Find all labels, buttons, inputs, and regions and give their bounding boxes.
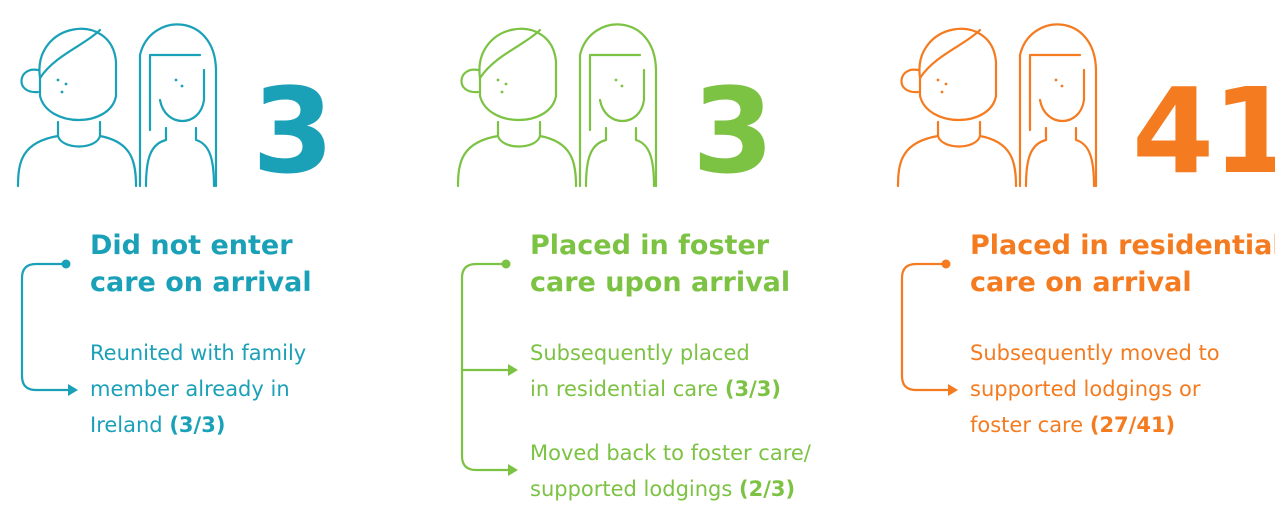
outcome-text: in residential care <box>530 377 719 401</box>
freckle <box>56 78 60 82</box>
arrow-head <box>508 364 518 376</box>
connector <box>460 262 512 472</box>
hair <box>918 28 982 80</box>
hair <box>38 28 102 80</box>
hair-long <box>1018 23 1098 188</box>
freckle <box>496 78 500 82</box>
column: 3 Placed in foster care upon arrival Subseq… <box>440 0 860 509</box>
freckle <box>620 84 624 88</box>
outcome-text: Moved back to foster care/ <box>530 441 811 465</box>
outcome-line: foster care (27/41) <box>970 415 1175 436</box>
arrow-head <box>68 384 78 396</box>
arrow-head <box>948 384 958 396</box>
outcome-text: member already in <box>90 377 290 401</box>
title-line: care upon arrival <box>530 267 791 298</box>
freckle <box>504 82 508 86</box>
icon-art <box>896 23 1098 396</box>
icon-art <box>456 23 658 476</box>
outcome-line: Moved back to foster care/ <box>530 443 811 464</box>
outcome-line: Subsequently moved to <box>970 343 1220 364</box>
title-line: care on arrival <box>970 267 1192 298</box>
count: 3 <box>692 62 774 200</box>
outcome-text: foster care <box>970 413 1084 437</box>
head <box>918 27 998 122</box>
connector <box>20 262 72 392</box>
outcome-line: supported lodgings (2/3) <box>530 479 795 500</box>
freckle <box>180 84 184 88</box>
outcome-line: Subsequently placed <box>530 343 750 364</box>
hair-long <box>578 23 658 188</box>
face <box>1028 53 1086 132</box>
face <box>588 53 646 132</box>
column: 41 Placed in residential care on arrival Su… <box>880 0 1275 509</box>
title-line: Did not enter <box>90 230 293 261</box>
outcome-fraction: (2/3) <box>739 477 796 501</box>
arrow-head <box>508 464 518 476</box>
head <box>38 27 118 122</box>
outcome-fraction: (27/41) <box>1089 413 1176 437</box>
freckle <box>500 90 504 94</box>
outcome-line: member already in <box>90 379 290 400</box>
body <box>456 120 578 188</box>
icon-art <box>16 23 218 396</box>
ear <box>20 68 40 94</box>
outcome-line: supported lodgings or <box>970 379 1200 400</box>
column: 3 Did not enter care on arrival Reunited wi… <box>0 0 420 509</box>
ear <box>900 68 920 94</box>
outcome-text: Reunited with family <box>90 341 307 365</box>
outcome-fraction: (3/3) <box>724 377 781 401</box>
freckle <box>1054 78 1058 82</box>
outcome-text: supported lodgings or <box>970 377 1201 401</box>
body <box>896 120 1018 188</box>
freckle <box>1060 84 1064 88</box>
outcome-text: supported lodgings <box>530 477 733 501</box>
outcome-text: Ireland <box>90 413 163 437</box>
freckle <box>614 78 618 82</box>
hair-long <box>138 23 218 188</box>
outcome-fraction: (3/3) <box>169 413 226 437</box>
freckle <box>64 82 68 86</box>
outcome-line: in residential care (3/3) <box>530 379 781 400</box>
outcome-line: Reunited with family <box>90 343 306 364</box>
title-line: Placed in foster <box>530 230 770 261</box>
body <box>144 126 216 188</box>
face <box>148 53 206 132</box>
outcome-text: Subsequently placed <box>530 341 750 365</box>
title-line: Placed in residential <box>970 230 1275 261</box>
head <box>478 27 558 122</box>
title-line: care on arrival <box>90 267 312 298</box>
freckle <box>936 78 940 82</box>
outcome-line: Ireland (3/3) <box>90 415 225 436</box>
count: 3 <box>252 62 334 200</box>
hair <box>478 28 542 80</box>
freckle <box>174 78 178 82</box>
freckle <box>940 90 944 94</box>
count: 41 <box>1132 62 1275 200</box>
body <box>16 120 138 188</box>
freckle <box>944 82 948 86</box>
body <box>1024 126 1096 188</box>
freckle <box>60 90 64 94</box>
outcome-text: Subsequently moved to <box>970 341 1220 365</box>
body <box>584 126 656 188</box>
connector <box>900 262 952 392</box>
ear <box>460 68 480 94</box>
